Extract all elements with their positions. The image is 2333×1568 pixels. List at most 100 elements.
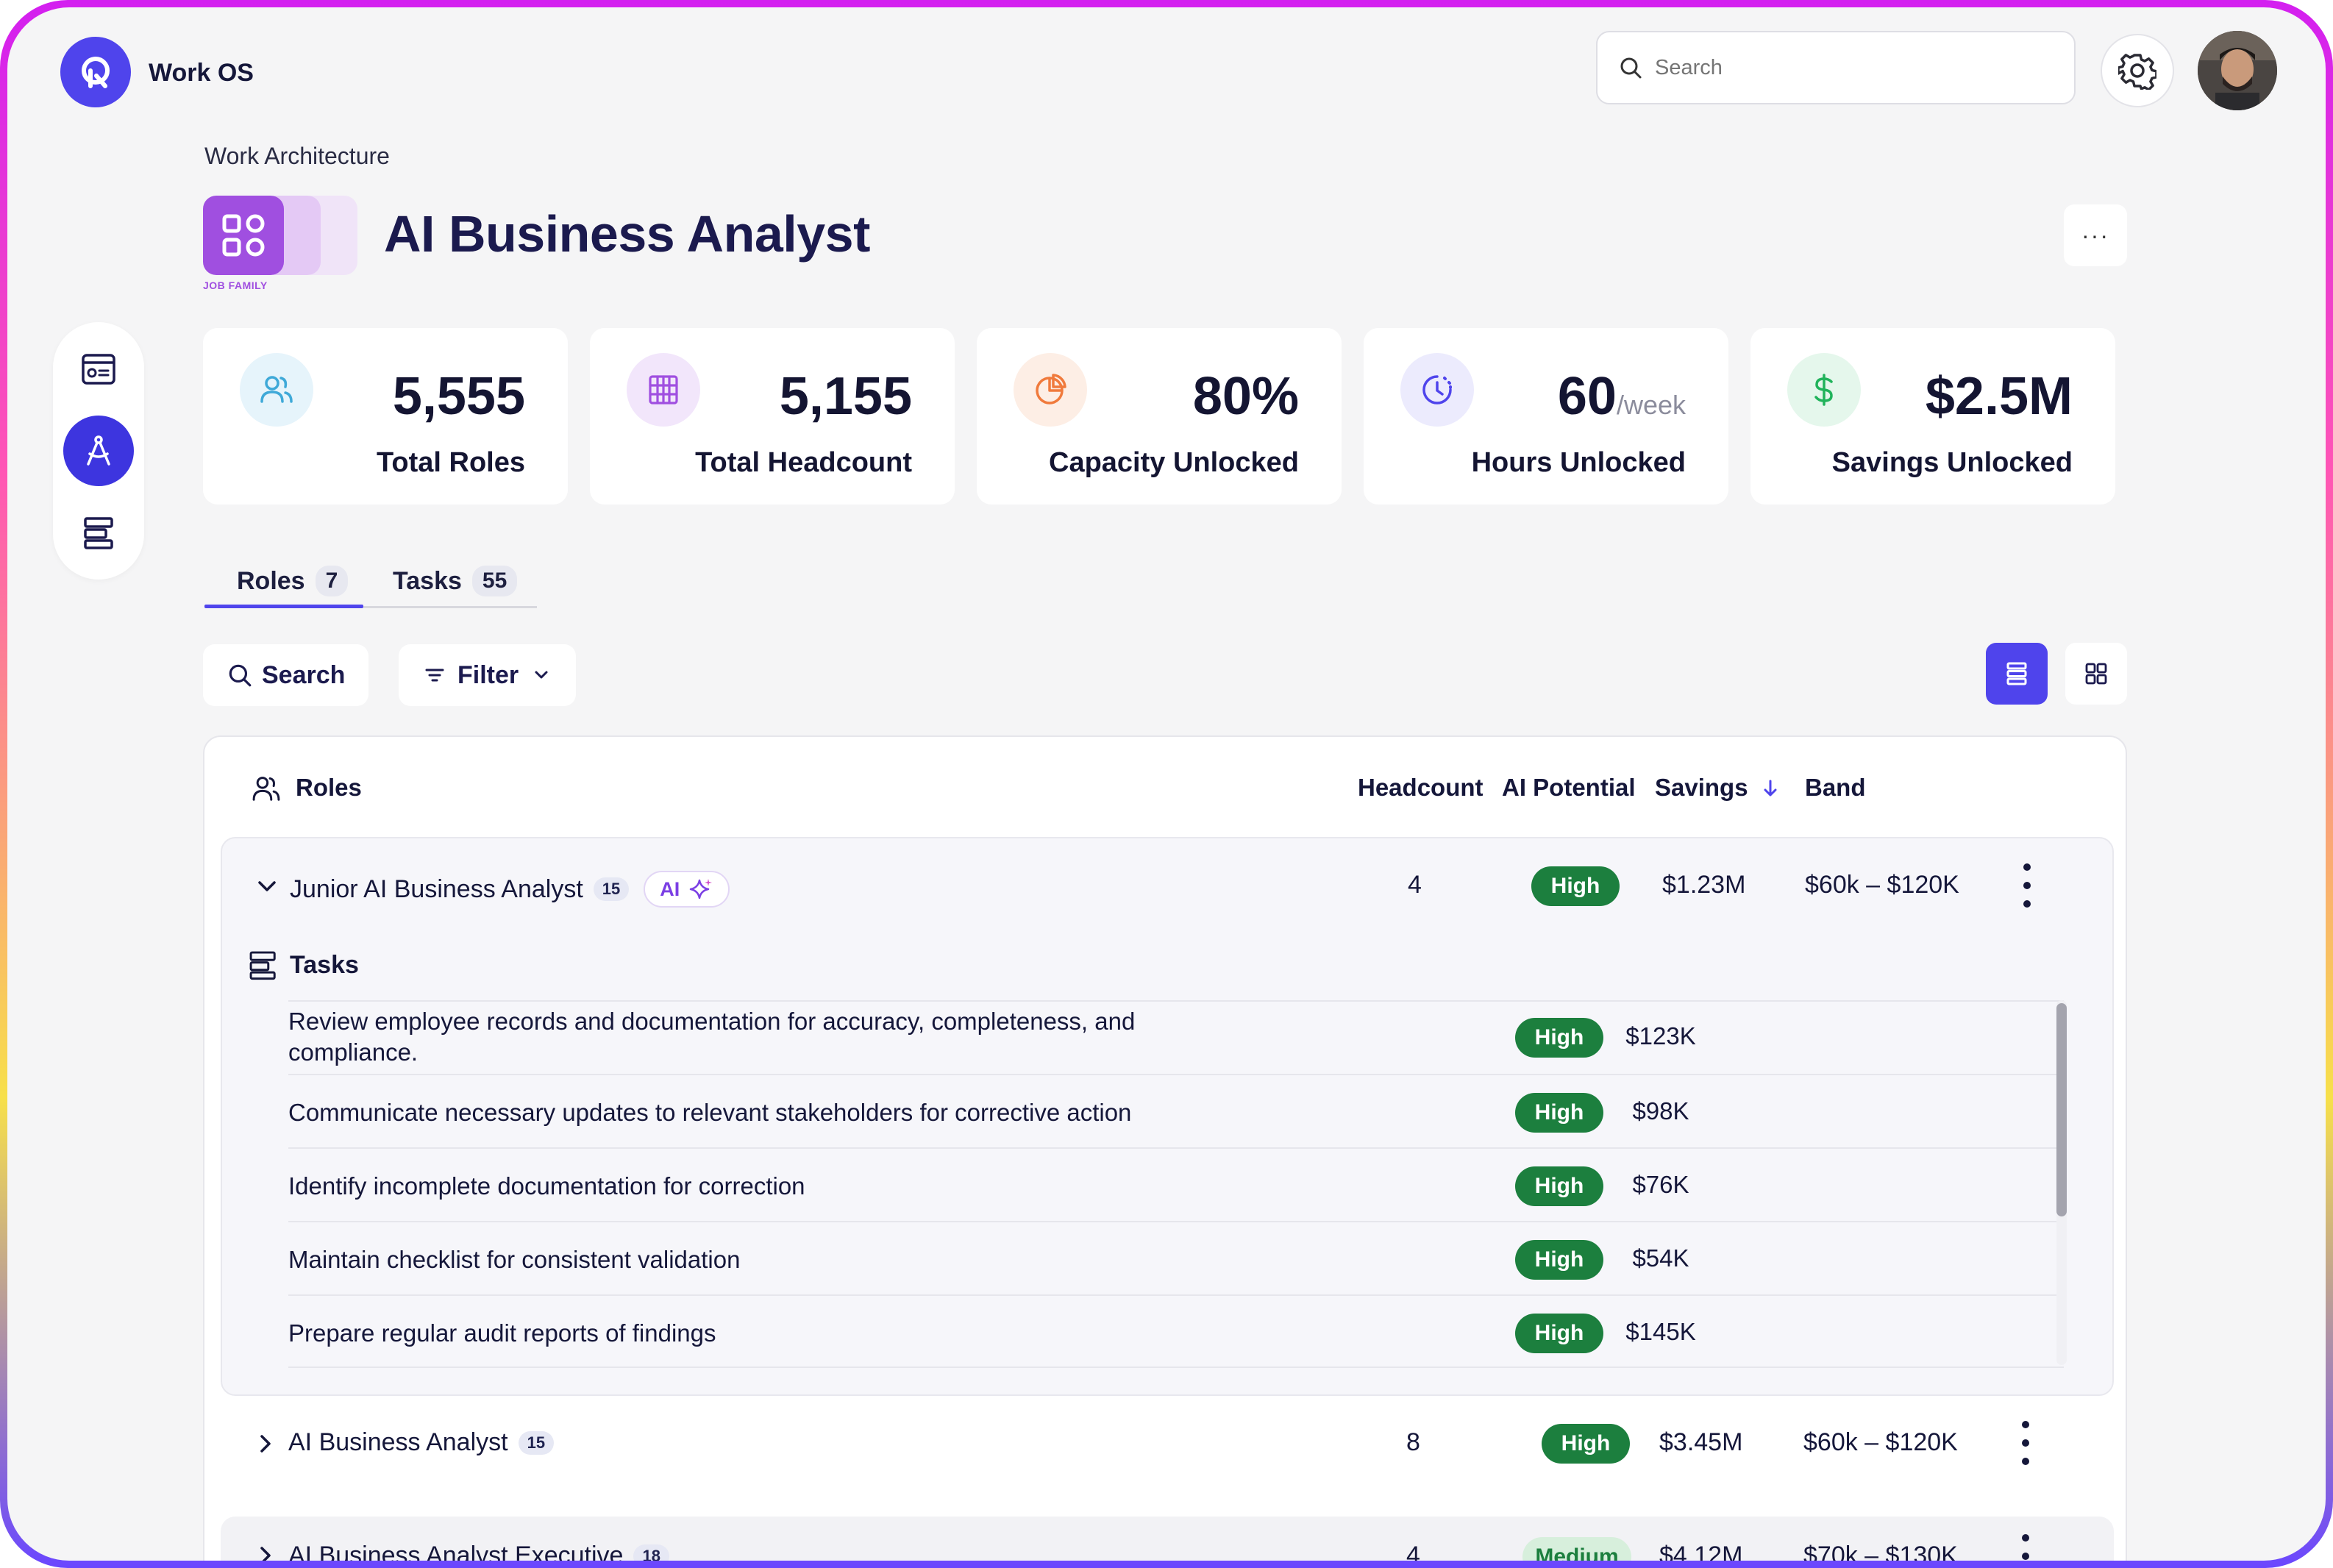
more-options-button[interactable]: ··· bbox=[2064, 204, 2127, 266]
stat-value: 80% bbox=[1192, 367, 1299, 426]
users-icon bbox=[240, 353, 313, 427]
column-header-band[interactable]: Band bbox=[1805, 774, 1866, 801]
chevron-down-icon bbox=[535, 671, 548, 679]
tab-tasks[interactable]: Tasks 55 bbox=[393, 555, 518, 607]
row-menu-button[interactable] bbox=[2018, 1534, 2033, 1561]
app-window: Work OS bbox=[7, 7, 2326, 1561]
ai-potential-badge: High bbox=[1515, 1093, 1603, 1133]
grid-icon bbox=[222, 214, 265, 257]
grid-view-button[interactable] bbox=[2065, 643, 2127, 705]
user-avatar[interactable] bbox=[2198, 31, 2277, 110]
tab-divider bbox=[363, 606, 537, 608]
nav-item-work-architecture[interactable] bbox=[63, 416, 134, 486]
ai-potential-badge: High bbox=[1515, 1240, 1603, 1280]
table-row[interactable]: Junior AI Business Analyst 15 AI 4 High … bbox=[222, 855, 2112, 916]
settings-button[interactable] bbox=[2101, 34, 2174, 107]
band-cell: $70k – $130K bbox=[1803, 1542, 1958, 1561]
chevron-down-icon[interactable] bbox=[254, 874, 279, 899]
band-cell: $60k – $120K bbox=[1803, 1428, 1958, 1456]
role-name-text: AI Business Analyst bbox=[288, 1428, 508, 1456]
tab-count: 7 bbox=[315, 566, 349, 596]
ai-tag: AI bbox=[644, 871, 730, 908]
active-tab-indicator bbox=[204, 605, 363, 608]
table-row[interactable]: AI Business Analyst 15 8 High $3.45M $60… bbox=[204, 1412, 2126, 1474]
stat-card-savings-unlocked: $2.5M Savings Unlocked bbox=[1750, 328, 2115, 505]
nav-item-dashboard[interactable] bbox=[63, 334, 134, 405]
stat-label: Capacity Unlocked bbox=[1049, 447, 1299, 478]
task-count-badge: 15 bbox=[518, 1430, 555, 1455]
task-text: Prepare regular audit reports of finding… bbox=[288, 1319, 716, 1347]
job-family-label: JOB FAMILY bbox=[203, 279, 268, 291]
global-search-input[interactable] bbox=[1655, 55, 2052, 80]
task-list-scrollbar-thumb[interactable] bbox=[2056, 1003, 2067, 1216]
nav-item-tasks[interactable] bbox=[63, 497, 134, 568]
tasks-subheader: Tasks bbox=[247, 949, 359, 981]
table-row[interactable]: AI Business Analyst Executive 18 4 Mediu… bbox=[221, 1517, 2114, 1561]
logo-mark-icon bbox=[82, 57, 110, 88]
side-nav bbox=[53, 322, 144, 580]
task-row[interactable]: Maintain checklist for consistent valida… bbox=[288, 1221, 2064, 1294]
task-row[interactable]: Communicate necessary updates to relevan… bbox=[288, 1074, 2064, 1147]
role-name-text: Junior AI Business Analyst bbox=[290, 874, 583, 903]
breadcrumb[interactable]: Work Architecture bbox=[204, 143, 390, 169]
roles-table: Roles Headcount AI Potential Savings Ban… bbox=[203, 735, 2127, 1561]
pie-chart-icon bbox=[1014, 353, 1087, 427]
tab-count: 55 bbox=[471, 566, 518, 596]
headcount-cell: 4 bbox=[1406, 1542, 1420, 1561]
column-header-savings[interactable]: Savings bbox=[1655, 774, 1781, 802]
task-text: Maintain checklist for consistent valida… bbox=[288, 1246, 741, 1273]
expanded-role-group: Junior AI Business Analyst 15 AI 4 High … bbox=[221, 837, 2114, 1396]
row-menu-button[interactable] bbox=[2018, 1421, 2033, 1465]
stat-value: $2.5M bbox=[1925, 367, 2073, 426]
abacus-icon bbox=[627, 353, 700, 427]
savings-cell: $1.23M bbox=[1662, 871, 1746, 899]
task-row[interactable]: Identify incomplete documentation for co… bbox=[288, 1147, 2064, 1221]
column-header-headcount[interactable]: Headcount bbox=[1358, 774, 1483, 801]
list-view-button[interactable] bbox=[1986, 643, 2048, 705]
task-row[interactable]: Review employee records and documentatio… bbox=[288, 1000, 2064, 1074]
task-row[interactable]: Prepare regular audit reports of finding… bbox=[288, 1294, 2064, 1368]
stat-card-total-roles: 5,555 Total Roles bbox=[203, 328, 568, 505]
stat-card-total-headcount: 5,155 Total Headcount bbox=[590, 328, 955, 505]
tab-roles[interactable]: Roles 7 bbox=[237, 555, 349, 607]
role-name-text: AI Business Analyst Executive bbox=[288, 1542, 624, 1561]
job-family-icon bbox=[203, 196, 284, 275]
task-savings: $76K bbox=[1632, 1171, 1689, 1198]
app-logo[interactable] bbox=[60, 37, 131, 107]
stack-list-icon bbox=[84, 517, 113, 549]
clock-icon bbox=[1400, 353, 1474, 427]
tasks-subheader-label: Tasks bbox=[290, 950, 359, 979]
dollar-icon bbox=[1787, 353, 1861, 427]
stat-card-hours-unlocked: 60/week Hours Unlocked bbox=[1364, 328, 1728, 505]
task-text: Communicate necessary updates to relevan… bbox=[288, 1099, 1132, 1126]
savings-cell: $4.12M bbox=[1659, 1542, 1743, 1561]
stat-value: 60/week bbox=[1557, 367, 1686, 426]
role-name: Junior AI Business Analyst 15 AI bbox=[290, 871, 730, 908]
column-header-ai-potential[interactable]: AI Potential bbox=[1502, 774, 1636, 801]
chevron-right-icon[interactable] bbox=[253, 1543, 278, 1561]
task-count-badge: 18 bbox=[633, 1544, 669, 1561]
column-header-roles[interactable]: Roles bbox=[296, 774, 362, 801]
search-button[interactable]: Search bbox=[203, 644, 369, 706]
ai-potential-badge: High bbox=[1542, 1424, 1630, 1464]
ai-potential-badge: High bbox=[1515, 1018, 1603, 1058]
sort-arrow-down-icon bbox=[1764, 780, 1777, 797]
job-family-badge: JOB FAMILY bbox=[203, 193, 369, 291]
list-view-icon bbox=[2006, 662, 2027, 685]
filter-button-label: Filter bbox=[457, 660, 519, 689]
ai-potential-badge: High bbox=[1515, 1166, 1603, 1206]
task-list: Review employee records and documentatio… bbox=[288, 1000, 2064, 1368]
app-name: Work OS bbox=[149, 59, 254, 87]
global-search[interactable] bbox=[1596, 31, 2076, 104]
task-savings: $98K bbox=[1632, 1097, 1689, 1125]
headcount-cell: 4 bbox=[1408, 871, 1422, 899]
page-title: AI Business Analyst bbox=[384, 205, 870, 263]
chevron-right-icon[interactable] bbox=[253, 1431, 278, 1456]
stat-label: Savings Unlocked bbox=[1831, 447, 2073, 478]
gear-icon bbox=[2118, 54, 2156, 90]
dashboard-card-icon bbox=[82, 354, 115, 385]
filter-button[interactable]: Filter bbox=[399, 644, 577, 706]
row-menu-button[interactable] bbox=[2020, 863, 2034, 908]
role-name: AI Business Analyst 15 bbox=[288, 1428, 555, 1457]
